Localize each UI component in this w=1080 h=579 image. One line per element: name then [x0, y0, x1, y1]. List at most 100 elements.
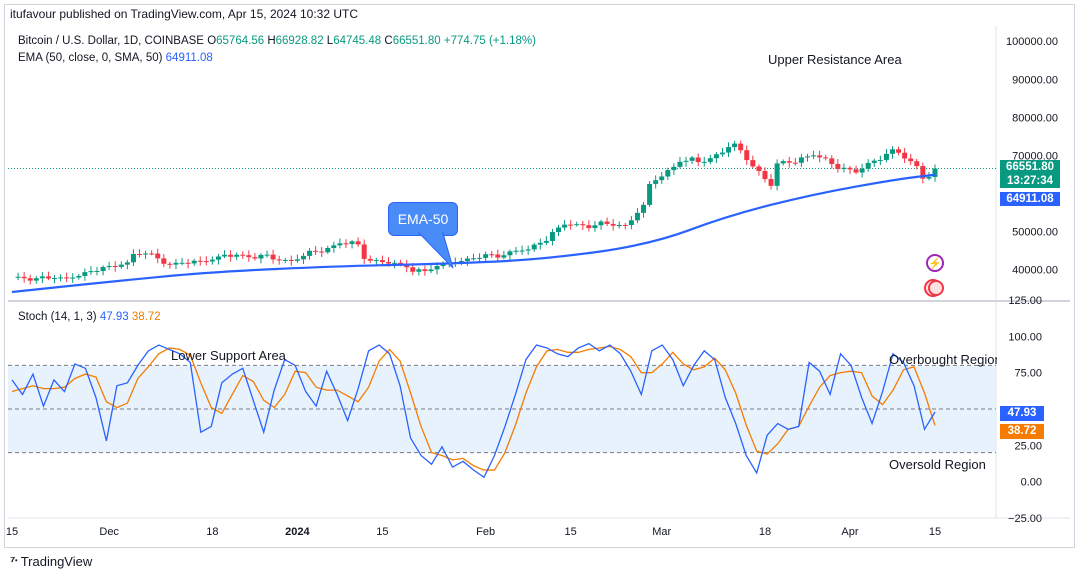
candle-body[interactable] [337, 243, 343, 246]
candle-body[interactable] [155, 253, 161, 259]
candle-body[interactable] [920, 166, 926, 179]
candle-body[interactable] [622, 224, 628, 226]
candle-body[interactable] [896, 149, 902, 153]
candle-body[interactable] [641, 204, 647, 213]
candle-body[interactable] [762, 170, 768, 180]
candle-body[interactable] [926, 176, 932, 179]
candle-body[interactable] [853, 169, 859, 173]
candle-body[interactable] [137, 253, 143, 255]
candle-body[interactable] [568, 224, 574, 226]
candle-body[interactable] [76, 275, 82, 278]
symbol-title[interactable]: Bitcoin / U.S. Dollar, 1D, COINBASE [18, 35, 204, 47]
candle-body[interactable] [300, 255, 306, 260]
candle-body[interactable] [33, 278, 39, 281]
candle-body[interactable] [804, 156, 810, 158]
candle-body[interactable] [118, 264, 124, 267]
candle-body[interactable] [580, 224, 586, 226]
candle-body[interactable] [270, 254, 276, 260]
candle-body[interactable] [191, 260, 197, 264]
candle-body[interactable] [264, 254, 270, 256]
ema-label[interactable]: EMA (50, close, 0, SMA, 50) [18, 52, 163, 64]
candle-body[interactable] [21, 276, 27, 279]
candle-body[interactable] [349, 241, 355, 244]
candle-body[interactable] [671, 166, 677, 171]
candle-body[interactable] [604, 221, 610, 224]
candle-body[interactable] [798, 157, 804, 163]
candle-body[interactable] [185, 262, 191, 264]
us-flag-icon-back[interactable] [928, 280, 944, 296]
candle-body[interactable] [325, 248, 331, 253]
candle-body[interactable] [732, 143, 738, 148]
candle-body[interactable] [513, 250, 519, 252]
candle-body[interactable] [288, 259, 294, 261]
candle-body[interactable] [883, 153, 889, 160]
candle-body[interactable] [871, 160, 877, 163]
candle-body[interactable] [234, 254, 240, 257]
candle-body[interactable] [228, 254, 234, 257]
candle-body[interactable] [319, 251, 325, 253]
candle-body[interactable] [434, 266, 440, 270]
candle-body[interactable] [877, 159, 883, 161]
candle-body[interactable] [428, 269, 434, 272]
candle-body[interactable] [689, 157, 695, 161]
candle-body[interactable] [209, 259, 215, 262]
candle-body[interactable] [556, 227, 562, 233]
candle-body[interactable] [106, 266, 112, 268]
candle-body[interactable] [659, 176, 665, 181]
candle-body[interactable] [464, 258, 470, 262]
candle-body[interactable] [750, 160, 756, 167]
candle-body[interactable] [792, 162, 798, 164]
candle-body[interactable] [124, 262, 130, 265]
candle-body[interactable] [811, 155, 817, 157]
candle-body[interactable] [647, 183, 653, 205]
candle-body[interactable] [39, 276, 45, 279]
candle-body[interactable] [701, 161, 707, 163]
candle-body[interactable] [683, 160, 689, 162]
candle-body[interactable] [240, 254, 246, 256]
candle-body[interactable] [58, 277, 64, 279]
candle-body[interactable] [173, 262, 179, 265]
candle-body[interactable] [52, 278, 58, 280]
candle-body[interactable] [817, 155, 823, 158]
candle-body[interactable] [483, 254, 489, 258]
candle-body[interactable] [525, 249, 531, 251]
candle-body[interactable] [847, 167, 853, 170]
candle-body[interactable] [677, 161, 683, 167]
candle-body[interactable] [865, 162, 871, 169]
candle-body[interactable] [902, 152, 908, 159]
candle-body[interactable] [458, 261, 464, 263]
candle-body[interactable] [932, 168, 938, 177]
candle-body[interactable] [786, 161, 792, 163]
candle-body[interactable] [713, 154, 719, 159]
candle-body[interactable] [64, 277, 70, 279]
candle-body[interactable] [343, 243, 349, 245]
candle-body[interactable] [416, 269, 422, 272]
lightning-icon[interactable]: ⚡ [926, 254, 944, 272]
candle-body[interactable] [379, 260, 385, 262]
candle-body[interactable] [574, 224, 580, 226]
candle-body[interactable] [616, 224, 622, 226]
candle-body[interactable] [908, 158, 914, 162]
candle-body[interactable] [489, 254, 495, 256]
candle-body[interactable] [197, 260, 203, 262]
candle-body[interactable] [392, 262, 398, 264]
footer-brand[interactable]: TradingView [20, 553, 93, 569]
candle-body[interactable] [756, 166, 762, 171]
candle-body[interactable] [45, 276, 51, 279]
candle-body[interactable] [726, 147, 732, 153]
candle-body[interactable] [222, 254, 228, 257]
candle-body[interactable] [258, 254, 264, 259]
candle-body[interactable] [143, 253, 149, 255]
candle-body[interactable] [829, 158, 835, 164]
ema-50-line[interactable] [11, 173, 936, 294]
candle-body[interactable] [94, 271, 100, 273]
candle-body[interactable] [495, 254, 501, 258]
candle-body[interactable] [562, 224, 568, 228]
candle-body[interactable] [537, 242, 543, 245]
candle-body[interactable] [471, 258, 476, 260]
candle-body[interactable] [422, 269, 428, 272]
candle-body[interactable] [373, 260, 379, 262]
candle-body[interactable] [167, 263, 173, 265]
candle-body[interactable] [367, 258, 373, 261]
candle-body[interactable] [82, 272, 88, 276]
